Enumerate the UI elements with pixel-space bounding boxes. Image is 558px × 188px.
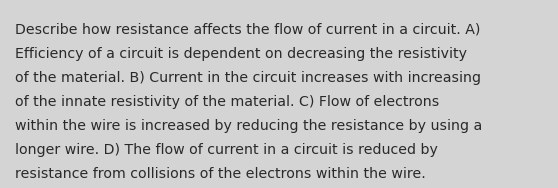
Text: within the wire is increased by reducing the resistance by using a: within the wire is increased by reducing… bbox=[15, 119, 482, 133]
Text: Efficiency of a circuit is dependent on decreasing the resistivity: Efficiency of a circuit is dependent on … bbox=[15, 47, 467, 61]
Text: longer wire. D) The flow of current in a circuit is reduced by: longer wire. D) The flow of current in a… bbox=[15, 143, 438, 157]
Text: Describe how resistance affects the flow of current in a circuit. A): Describe how resistance affects the flow… bbox=[15, 23, 480, 36]
Text: of the material. B) Current in the circuit increases with increasing: of the material. B) Current in the circu… bbox=[15, 71, 481, 85]
Text: of the innate resistivity of the material. C) Flow of electrons: of the innate resistivity of the materia… bbox=[15, 95, 439, 109]
Text: resistance from collisions of the electrons within the wire.: resistance from collisions of the electr… bbox=[15, 167, 426, 181]
